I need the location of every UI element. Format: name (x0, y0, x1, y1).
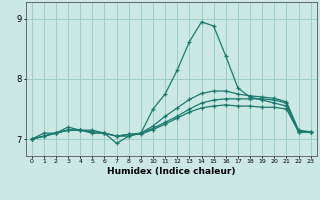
X-axis label: Humidex (Indice chaleur): Humidex (Indice chaleur) (107, 167, 236, 176)
